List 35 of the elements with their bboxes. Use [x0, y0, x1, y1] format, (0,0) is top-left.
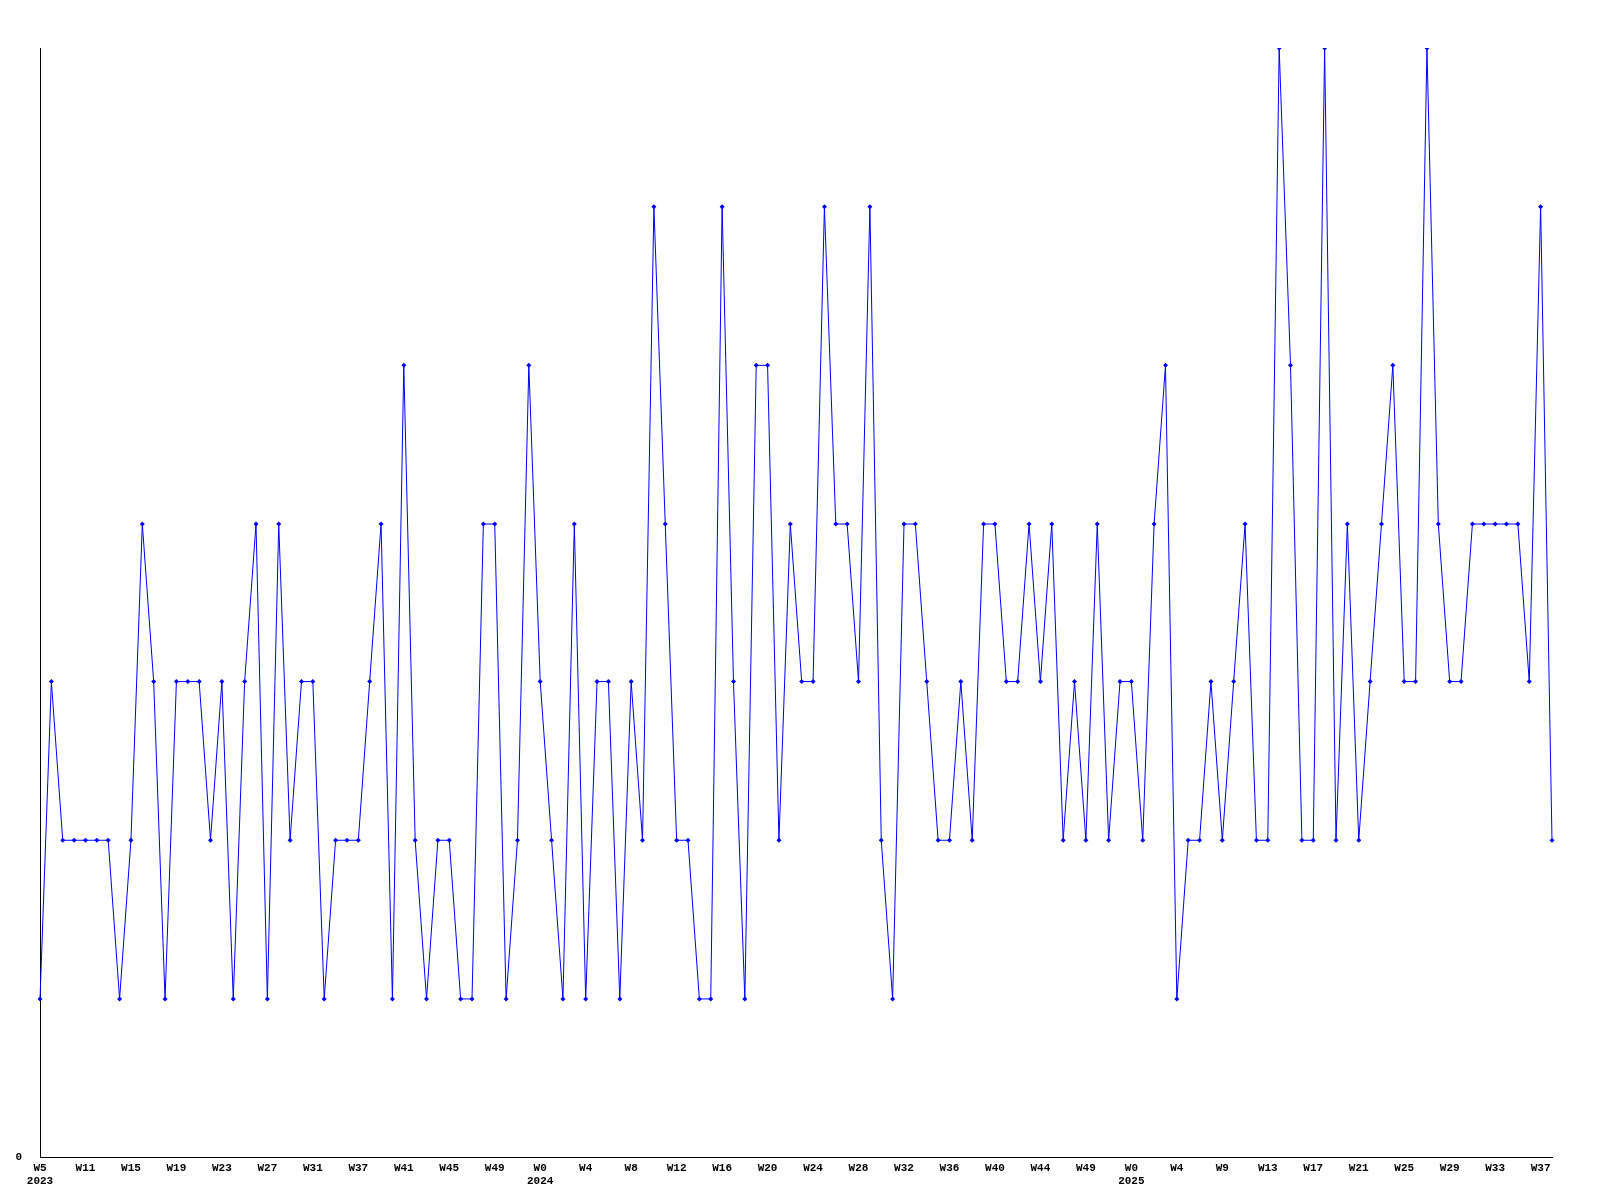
x-tick-label: W36	[939, 1161, 960, 1174]
x-tick-label: W25	[1394, 1161, 1415, 1174]
x-tick-label: W31	[302, 1161, 324, 1174]
x-tick-label: W28	[848, 1161, 869, 1174]
text: 0	[15, 1151, 22, 1164]
x-tick-label: W44	[1030, 1161, 1051, 1174]
x-tick-label: W17	[1303, 1161, 1324, 1174]
x-tick-label: W40	[985, 1161, 1005, 1174]
x-tick-label: W33	[1485, 1161, 1506, 1174]
x-tick-label: W49	[484, 1161, 505, 1174]
x-tick-label: W19	[166, 1161, 187, 1174]
x-tick-label: W37	[348, 1161, 369, 1174]
x-tick-label: W37	[1530, 1161, 1551, 1174]
x-tick-label: W32	[894, 1161, 914, 1174]
x-tick-label: W20	[757, 1161, 778, 1174]
x-tick-label: W9	[1215, 1161, 1229, 1174]
x-tick-label: W49	[1075, 1161, 1096, 1174]
x-tick-label: W0 2024	[527, 1161, 554, 1188]
x-tick-label: W13	[1257, 1161, 1279, 1174]
x-tick-label: W45	[439, 1161, 460, 1174]
x-tick-label: W4	[579, 1161, 593, 1174]
x-tick-label: W24	[803, 1161, 824, 1174]
x-tick-label: W15	[121, 1161, 142, 1174]
x-tick-label: W5 2023	[26, 1161, 54, 1188]
x-tick-label: W4	[1170, 1161, 1184, 1174]
x-tick-label: W29	[1439, 1161, 1460, 1174]
x-tick-label: W27	[257, 1161, 278, 1174]
x-tick-label: W8	[624, 1161, 639, 1174]
x-tick-label: W41	[393, 1161, 415, 1174]
x-tick-label: W0 2025	[1118, 1161, 1145, 1188]
x-tick-label: W23	[211, 1161, 233, 1174]
x-tick-label: W21	[1348, 1161, 1370, 1174]
x-tick-label: W16	[712, 1161, 733, 1174]
x-tick-label: W11	[75, 1161, 96, 1174]
x-tick-label: W12	[666, 1161, 687, 1174]
